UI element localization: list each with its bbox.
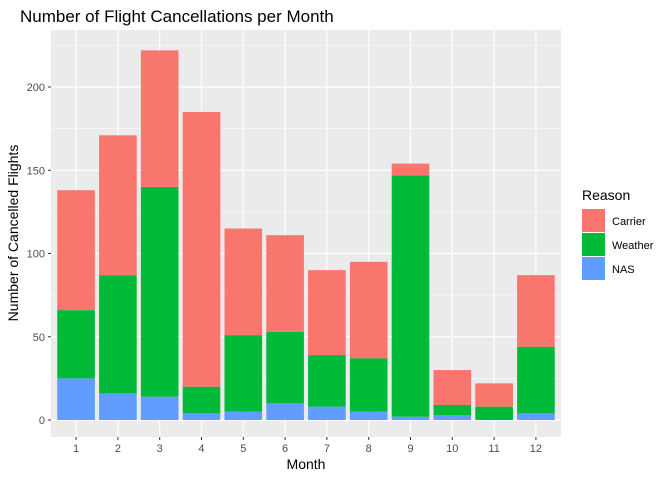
x-tick-label: 4 (198, 443, 204, 455)
bar-nas (349, 411, 388, 420)
x-axis: 1 2 3 4 5 6 7 8 9 10 11 12 (73, 437, 542, 455)
x-tick-label: 5 (240, 443, 246, 455)
bar-carrier (182, 111, 221, 387)
bar-carrier (140, 50, 179, 187)
bar-weather (182, 386, 221, 414)
bar-carrier (517, 275, 555, 347)
bar-weather (391, 175, 430, 417)
x-tick-label: 7 (324, 443, 330, 455)
y-tick-label: 0 (39, 415, 45, 427)
bar-carrier (433, 370, 472, 406)
bar-weather (57, 310, 95, 379)
bar-weather (475, 406, 513, 420)
x-tick-label: 12 (530, 443, 542, 455)
bar-weather (517, 346, 555, 414)
x-tick-label: 11 (488, 443, 499, 455)
bar-nas (391, 416, 430, 420)
bar-weather (140, 186, 179, 397)
y-tick-label: 50 (33, 332, 45, 344)
x-axis-title: Month (287, 456, 326, 472)
y-tick-label: 150 (27, 165, 45, 177)
bar-weather (308, 355, 346, 407)
bar-nas (266, 403, 304, 420)
x-tick-label: 6 (282, 443, 288, 455)
x-tick-label: 8 (366, 443, 372, 455)
x-tick-label: 9 (407, 443, 413, 455)
y-axis: 0 50 100 150 200 (27, 82, 51, 427)
bar-nas (140, 396, 179, 420)
bar-nas (182, 413, 221, 420)
y-axis-title: Number of Cancelled Flights (5, 145, 21, 322)
legend-label-carrier: Carrier (612, 216, 646, 228)
bar-nas (517, 413, 555, 420)
bar-nas (433, 415, 472, 420)
bar-carrier (391, 163, 430, 176)
bar-weather (349, 358, 388, 412)
bar-nas (99, 393, 137, 420)
legend-label-weather: Weather (612, 240, 654, 252)
x-tick-label: 2 (115, 443, 121, 455)
bars (57, 50, 555, 420)
bar-weather (99, 275, 137, 394)
legend-key-weather (582, 233, 605, 256)
x-tick-label: 3 (157, 443, 163, 455)
bar-carrier (99, 135, 137, 276)
bar-weather (266, 331, 304, 404)
chart-title: Number of Flight Cancellations per Month (20, 7, 334, 26)
bar-weather (224, 335, 263, 412)
bar-weather (433, 405, 472, 416)
x-tick-label: 10 (446, 443, 458, 455)
legend: Reason Carrier Weather NAS (582, 187, 654, 280)
bar-nas (57, 378, 95, 420)
bar-carrier (224, 228, 263, 336)
bar-carrier (475, 383, 513, 407)
bar-carrier (57, 190, 95, 311)
y-tick-label: 100 (27, 249, 45, 261)
legend-key-carrier (582, 209, 605, 232)
legend-label-nas: NAS (612, 264, 635, 276)
bar-nas (308, 406, 346, 420)
bar-carrier (308, 270, 346, 356)
y-tick-label: 200 (27, 82, 45, 94)
x-tick-label: 1 (73, 443, 79, 455)
bar-carrier (349, 261, 388, 359)
legend-title: Reason (582, 187, 630, 203)
bar-nas (224, 411, 263, 420)
legend-key-nas (582, 257, 605, 280)
bar-carrier (266, 235, 304, 332)
